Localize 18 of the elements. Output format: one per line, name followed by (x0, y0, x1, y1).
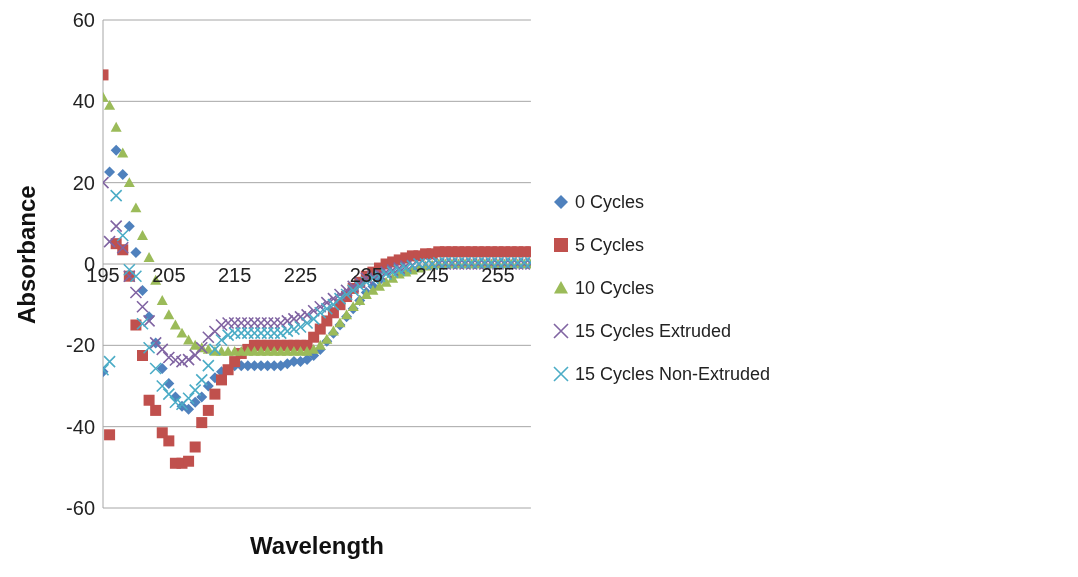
y-tick-label: 40 (72, 90, 95, 113)
x-tick-label: 255 (481, 264, 515, 286)
legend-label: 15 Cycles Non-Extruded (574, 363, 770, 385)
legend-label: 15 Cycles Extruded (574, 320, 731, 342)
y-tick-label: -20 (66, 334, 95, 357)
y-tick-label: -60 (66, 497, 95, 520)
y-tick-label: 20 (72, 171, 95, 194)
y-tick-label: -40 (66, 415, 95, 438)
x-tick-label: 215 (217, 264, 252, 286)
x-tick-label: 245 (415, 264, 449, 286)
x-tick-label: 225 (283, 264, 318, 286)
x-tick-label: 205 (152, 264, 186, 286)
y-tick-label: 60 (72, 9, 95, 32)
x-axis-title: Wavelength (250, 532, 384, 559)
legend-label: 10 Cycles (574, 277, 654, 299)
legend-label: 0 Cycles (574, 191, 644, 213)
legend-label: 5 Cycles (574, 234, 644, 256)
y-axis-title: Absorbance (12, 185, 40, 324)
